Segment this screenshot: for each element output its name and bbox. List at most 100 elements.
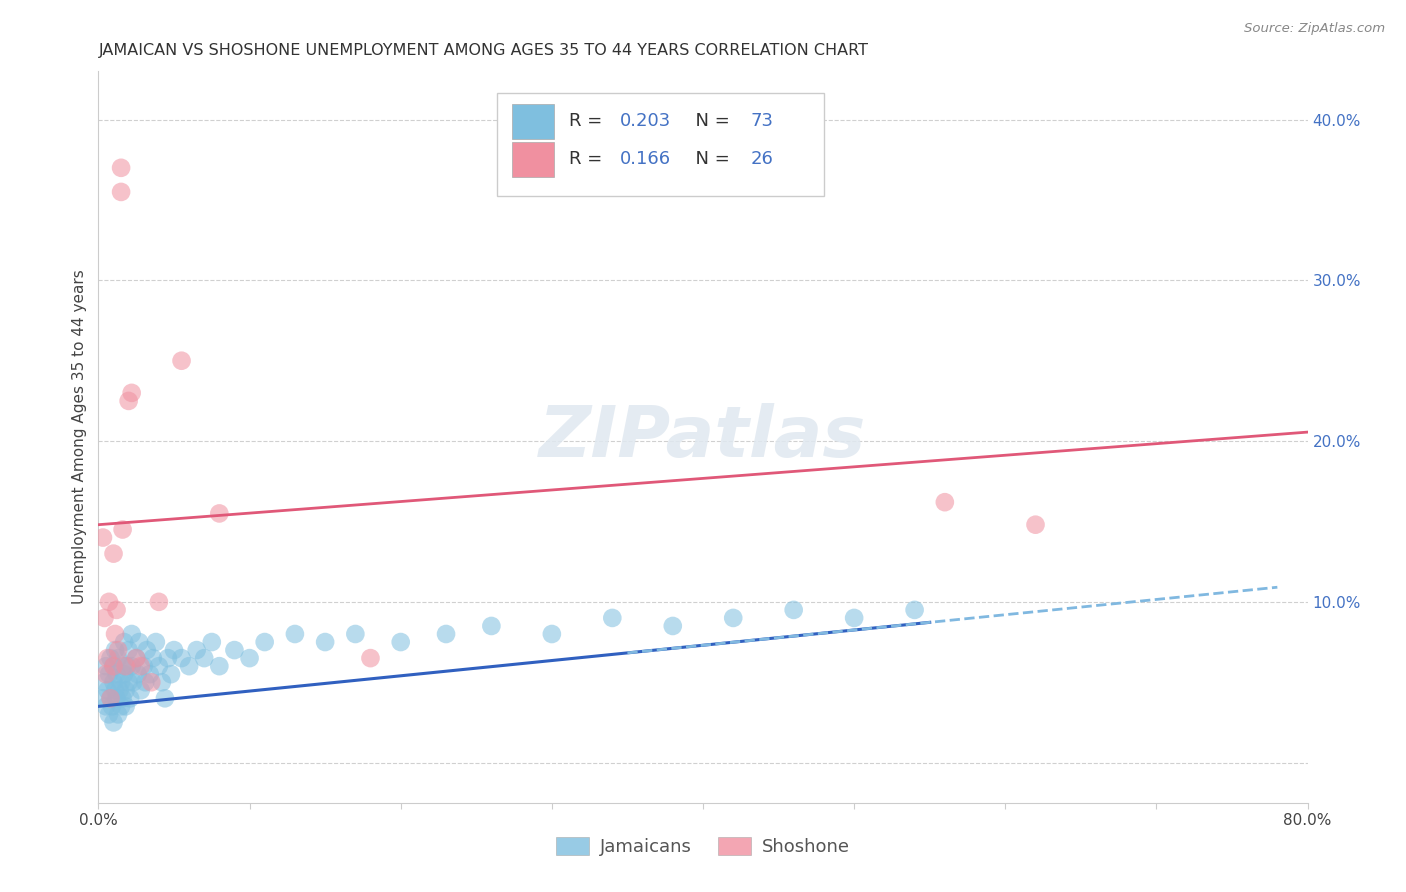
Point xyxy=(661,619,683,633)
Point xyxy=(107,707,129,722)
Point xyxy=(100,651,122,665)
Text: ZIPatlas: ZIPatlas xyxy=(540,402,866,472)
Point xyxy=(114,699,136,714)
Point xyxy=(94,699,117,714)
Point xyxy=(96,651,118,665)
Point xyxy=(122,675,145,690)
Point xyxy=(111,691,134,706)
Point xyxy=(129,683,152,698)
Point xyxy=(103,659,125,673)
Point xyxy=(434,627,457,641)
Point xyxy=(110,699,132,714)
Point xyxy=(125,651,148,665)
Point xyxy=(115,659,138,673)
Point xyxy=(121,385,143,400)
Point xyxy=(105,603,128,617)
Point xyxy=(139,667,162,681)
Text: JAMAICAN VS SHOSHONE UNEMPLOYMENT AMONG AGES 35 TO 44 YEARS CORRELATION CHART: JAMAICAN VS SHOSHONE UNEMPLOYMENT AMONG … xyxy=(98,43,869,58)
Text: 73: 73 xyxy=(751,112,773,130)
Point xyxy=(103,675,125,690)
Point xyxy=(783,603,806,617)
Point xyxy=(118,675,141,690)
Point xyxy=(344,627,367,641)
Point xyxy=(118,393,141,408)
Bar xyxy=(512,142,554,177)
Point xyxy=(156,651,179,665)
Point xyxy=(163,643,186,657)
Point xyxy=(142,651,165,665)
Point xyxy=(100,691,122,706)
Point xyxy=(110,161,132,175)
Legend: Jamaicans, Shoshone: Jamaicans, Shoshone xyxy=(548,830,858,863)
Point xyxy=(94,659,117,673)
Point xyxy=(170,353,193,368)
Point xyxy=(107,643,129,657)
Point xyxy=(128,635,150,649)
Point xyxy=(111,523,134,537)
Point xyxy=(481,619,503,633)
Point xyxy=(104,643,127,657)
Point xyxy=(723,611,745,625)
Point xyxy=(150,675,173,690)
Point xyxy=(98,595,121,609)
Point xyxy=(114,659,136,673)
Point xyxy=(96,683,118,698)
Point xyxy=(148,659,170,673)
Point xyxy=(170,651,193,665)
Text: 0.203: 0.203 xyxy=(620,112,671,130)
Point xyxy=(125,651,148,665)
Point xyxy=(105,667,128,681)
Point xyxy=(100,691,122,706)
Point xyxy=(314,635,336,649)
Point xyxy=(110,185,132,199)
Point xyxy=(103,547,125,561)
Point xyxy=(148,595,170,609)
Point xyxy=(239,651,262,665)
Point xyxy=(193,651,215,665)
Point xyxy=(105,691,128,706)
Point xyxy=(145,635,167,649)
Point xyxy=(904,603,927,617)
Point xyxy=(540,627,562,641)
Point xyxy=(160,667,183,681)
Point xyxy=(103,659,125,673)
Point xyxy=(141,675,163,690)
Point xyxy=(602,611,624,625)
Point xyxy=(120,691,142,706)
Point xyxy=(132,659,155,673)
Point xyxy=(208,659,231,673)
Point xyxy=(127,667,149,681)
Text: R =: R = xyxy=(569,150,607,168)
Text: N =: N = xyxy=(683,150,735,168)
Bar xyxy=(512,103,554,138)
Point xyxy=(91,691,114,706)
FancyBboxPatch shape xyxy=(498,94,824,195)
Text: Source: ZipAtlas.com: Source: ZipAtlas.com xyxy=(1244,22,1385,36)
Point xyxy=(121,659,143,673)
Point xyxy=(101,699,124,714)
Point xyxy=(186,643,208,657)
Point xyxy=(94,667,117,681)
Point xyxy=(844,611,866,625)
Text: R =: R = xyxy=(569,112,607,130)
Point xyxy=(284,627,307,641)
Point xyxy=(112,635,135,649)
Point xyxy=(93,611,115,625)
Point xyxy=(1024,517,1046,532)
Text: 26: 26 xyxy=(751,150,773,168)
Point xyxy=(107,651,129,665)
Point xyxy=(104,627,127,641)
Point xyxy=(114,683,136,698)
Point xyxy=(112,667,135,681)
Point xyxy=(98,667,121,681)
Text: N =: N = xyxy=(683,112,735,130)
Point xyxy=(104,683,127,698)
Point xyxy=(224,643,246,657)
Point xyxy=(91,531,114,545)
Point xyxy=(153,691,176,706)
Point xyxy=(108,683,131,698)
Point xyxy=(103,715,125,730)
Point xyxy=(389,635,412,649)
Point xyxy=(201,635,224,649)
Point xyxy=(110,675,132,690)
